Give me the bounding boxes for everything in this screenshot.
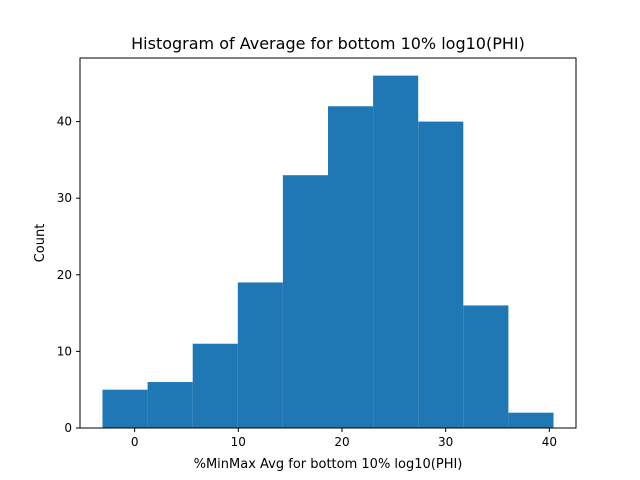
histogram-bar	[147, 382, 193, 428]
y-tick-label: 20	[57, 268, 72, 282]
histogram-bar	[508, 412, 554, 428]
histogram-bar	[328, 106, 374, 429]
histogram-bar	[282, 175, 328, 428]
x-axis-ticks: 0 10 20 30 40	[131, 428, 557, 449]
histogram-bar	[237, 282, 283, 428]
plot-frame	[79, 57, 577, 429]
histogram-bars	[102, 75, 554, 429]
x-tick-label: 0	[131, 435, 139, 449]
x-tick-label: 40	[542, 435, 557, 449]
y-tick-label: 0	[64, 421, 72, 435]
chart-title: Histogram of Average for bottom 10% log1…	[131, 34, 525, 53]
y-tick-label: 30	[57, 191, 72, 205]
x-tick-label: 10	[231, 435, 246, 449]
histogram-bar	[192, 343, 238, 428]
histogram-bar	[418, 121, 464, 428]
x-tick-label: 30	[438, 435, 453, 449]
x-axis-label: %MinMax Avg for bottom 10% log10(PHI)	[194, 457, 463, 472]
x-tick-label: 20	[334, 435, 349, 449]
y-axis-label: Count	[33, 224, 48, 263]
y-axis-ticks: 0 10 20 30 40	[57, 115, 80, 435]
histogram-bar	[102, 389, 148, 428]
y-tick-label: 40	[57, 115, 72, 129]
histogram-bar	[463, 305, 509, 428]
y-tick-label: 10	[57, 344, 72, 358]
histogram-bar	[373, 75, 419, 428]
